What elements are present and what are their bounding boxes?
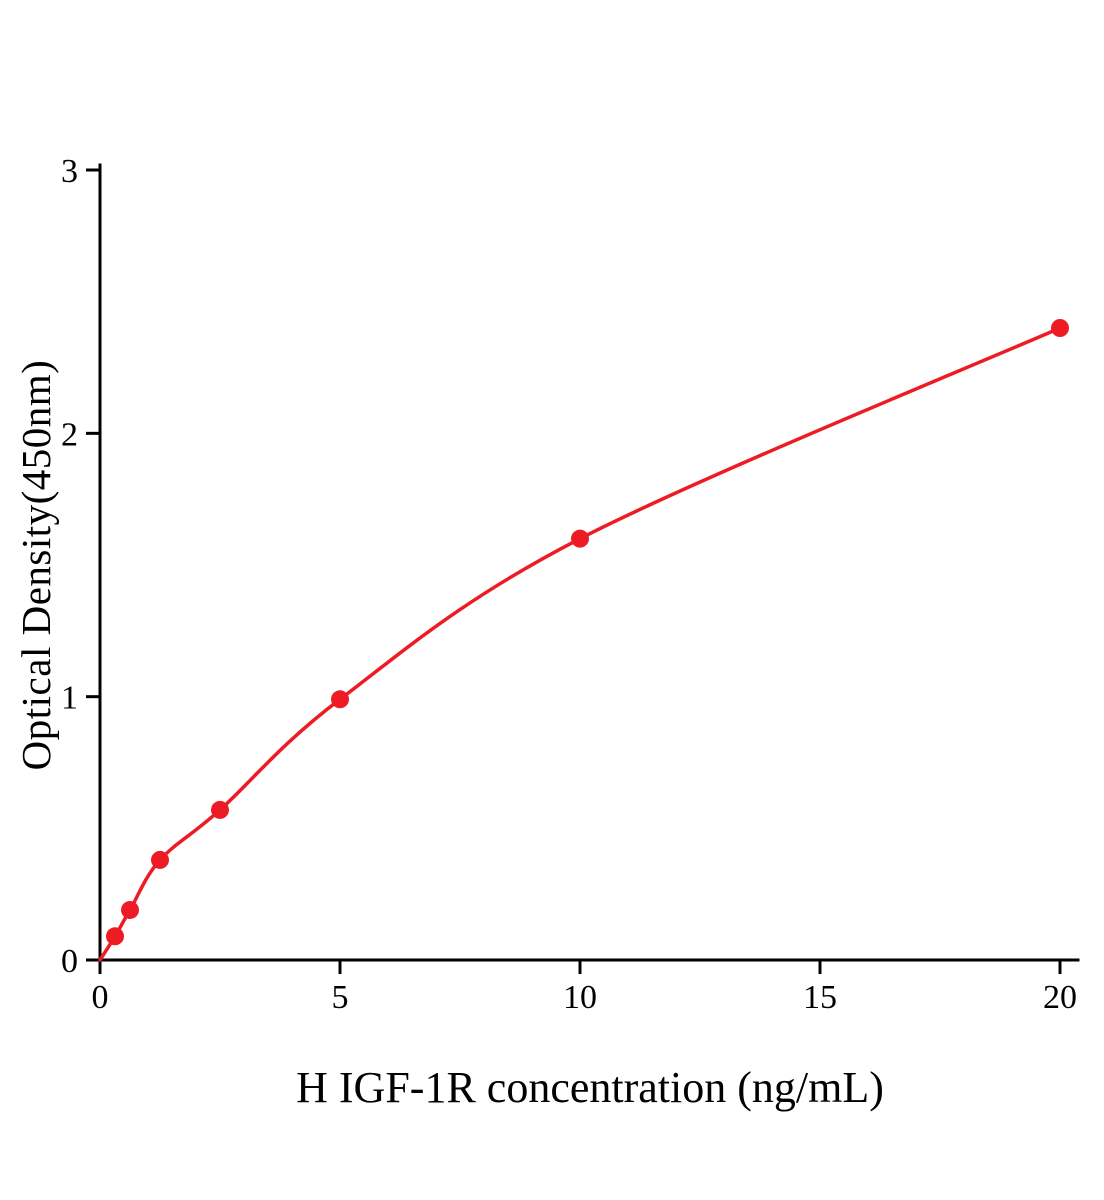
x-axis-title: H IGF-1R concentration (ng/mL)	[296, 1063, 884, 1112]
x-tick-label: 10	[563, 979, 597, 1016]
data-point-marker	[331, 690, 349, 709]
data-point-marker	[571, 529, 589, 548]
y-tick-label: 2	[61, 416, 78, 453]
y-tick-label: 3	[61, 153, 78, 190]
x-tick-label: 5	[332, 979, 349, 1016]
data-point-marker	[1051, 319, 1069, 337]
y-tick-label: 0	[61, 943, 78, 980]
data-point-marker	[106, 927, 124, 946]
y-tick-label: 1	[61, 680, 78, 717]
x-tick-label: 15	[803, 979, 837, 1016]
data-point-marker	[211, 800, 229, 819]
axis-spines	[98, 163, 1080, 962]
data-point-marker	[121, 900, 139, 919]
y-axis-title: Optical Density(450nm)	[13, 359, 59, 771]
x-tick-label: 0	[92, 979, 109, 1016]
data-point-marker	[151, 850, 169, 869]
x-tick-label: 20	[1043, 979, 1077, 1016]
standard-curve-line	[98, 326, 1062, 962]
